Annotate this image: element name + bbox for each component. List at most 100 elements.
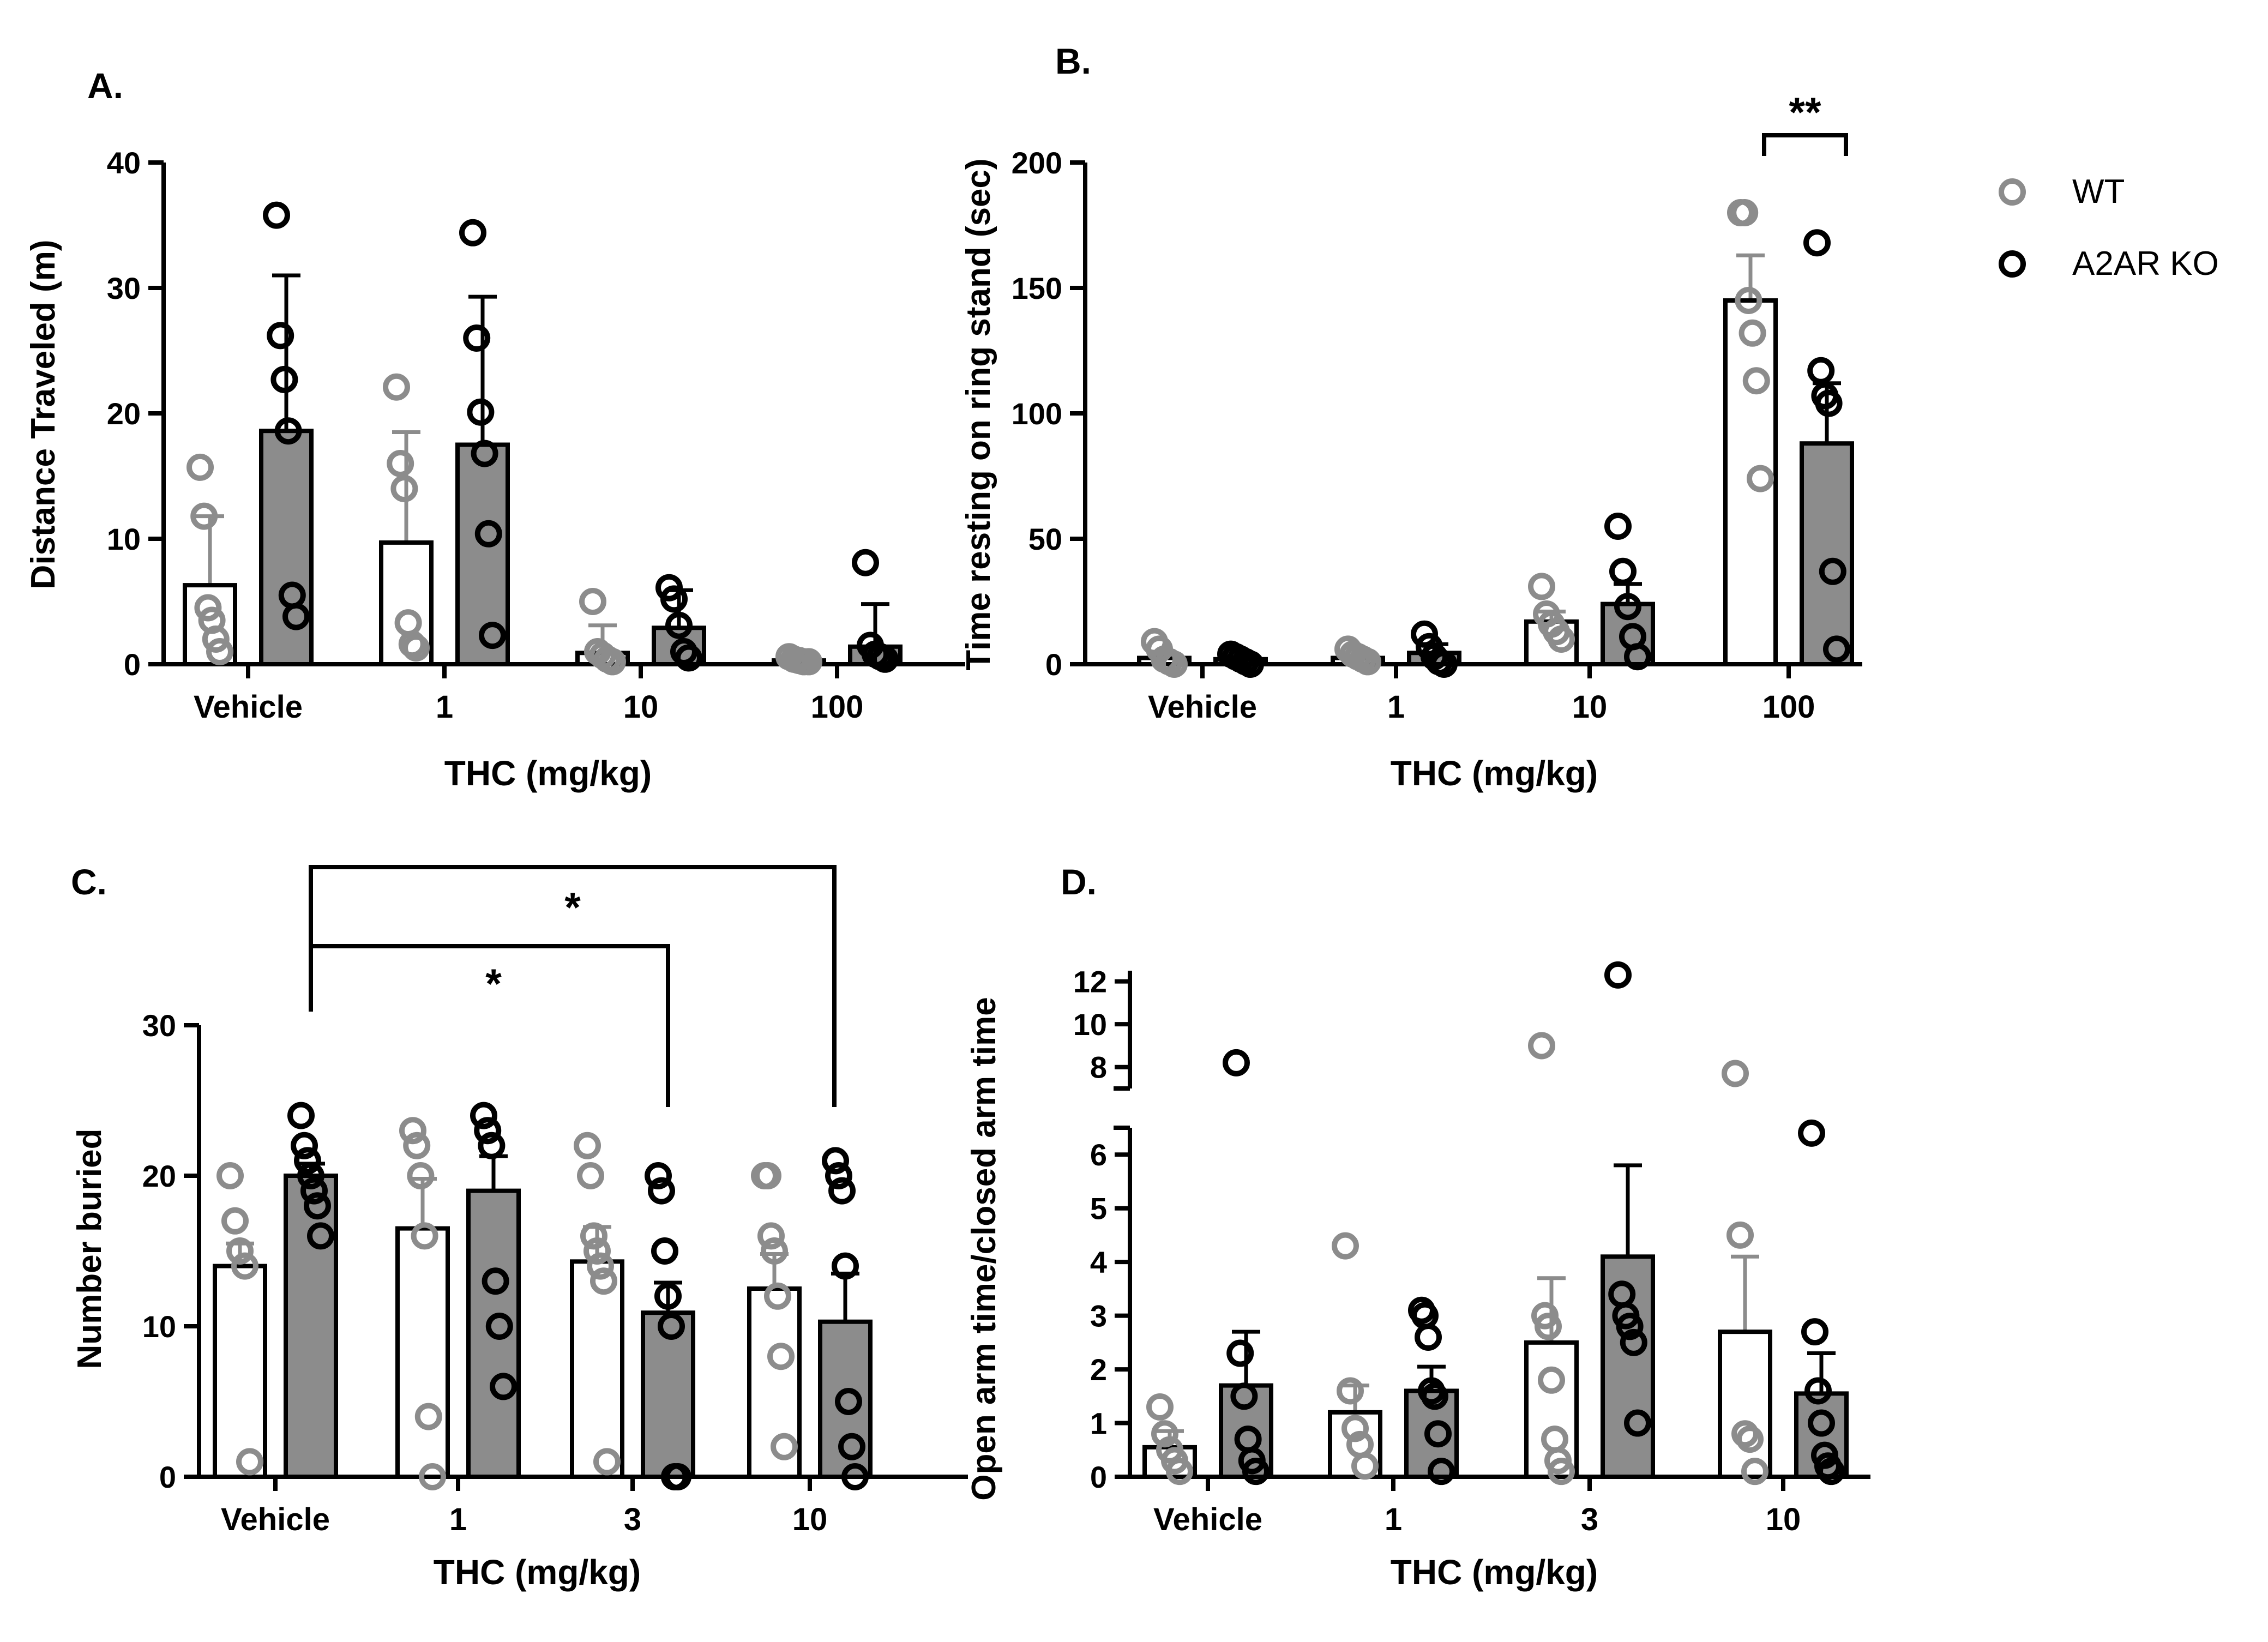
data-point-wt	[411, 1222, 438, 1250]
data-point-a2ar-ko	[648, 1177, 675, 1205]
legend-label-a2ar-ko: A2AR KO	[2072, 245, 2219, 282]
data-point-wt	[202, 625, 230, 653]
data-point-wt	[1160, 651, 1188, 678]
panel-title: C.	[71, 862, 107, 902]
y-tick-label: 30	[142, 1008, 176, 1043]
data-point-a2ar-ko	[1424, 1420, 1452, 1448]
bar-a2ar-ko	[259, 429, 314, 666]
data-point-a2ar-ko	[1415, 1324, 1442, 1351]
x-tick-label: 10	[1766, 1502, 1801, 1537]
data-point-a2ar-ko	[300, 1177, 328, 1205]
data-point-wt	[216, 1162, 244, 1189]
y-tick-label: 6	[1090, 1138, 1107, 1172]
y-tick-label: 30	[107, 271, 141, 305]
data-point-wt	[1538, 1366, 1565, 1394]
x-axis-title: THC (mg/kg)	[434, 1553, 641, 1592]
data-point-a2ar-ko	[263, 201, 290, 229]
legend-label-wt: WT	[2072, 173, 2125, 210]
data-point-a2ar-ko	[1798, 1119, 1825, 1147]
data-point-a2ar-ko	[651, 1237, 678, 1265]
y-tick-label: 10	[1073, 1007, 1107, 1042]
bar-wt	[1718, 1330, 1772, 1479]
data-point-a2ar-ko	[1818, 1458, 1845, 1485]
data-point-wt	[236, 1448, 263, 1476]
data-point-wt	[231, 1252, 258, 1280]
x-tick-label: 3	[624, 1502, 641, 1537]
data-point-wt	[1341, 1415, 1369, 1442]
x-tick-label: Vehicle	[221, 1502, 330, 1537]
bar-a2ar-ko	[1800, 441, 1854, 666]
data-point-wt	[1747, 465, 1774, 492]
data-point-a2ar-ko	[482, 1267, 509, 1295]
x-tick-label: 10	[1572, 689, 1608, 725]
significance-label: *	[564, 885, 581, 931]
data-point-wt	[407, 1162, 435, 1189]
data-point-a2ar-ko	[828, 1177, 856, 1205]
y-tick-label: 0	[1045, 647, 1062, 682]
data-point-a2ar-ko	[291, 1132, 318, 1159]
y-axis-title: Number buried	[71, 1129, 109, 1369]
data-point-a2ar-ko	[1604, 513, 1632, 540]
data-point-a2ar-ko	[1803, 229, 1831, 257]
data-point-a2ar-ko	[1620, 1328, 1647, 1356]
data-point-a2ar-ko	[1428, 1458, 1455, 1485]
data-point-a2ar-ko	[463, 324, 491, 352]
data-point-a2ar-ko	[274, 417, 302, 445]
data-point-wt	[1731, 1420, 1759, 1448]
x-axis-title: THC (mg/kg)	[1391, 754, 1598, 793]
data-point-wt	[583, 1237, 611, 1265]
data-point-a2ar-ko	[1808, 1409, 1835, 1437]
data-point-a2ar-ko	[1819, 557, 1846, 585]
bar-wt	[213, 1264, 267, 1479]
data-point-a2ar-ko	[307, 1222, 334, 1250]
data-point-a2ar-ko	[471, 440, 498, 467]
data-point-wt	[190, 502, 218, 530]
data-point-wt	[1722, 1060, 1749, 1087]
data-point-wt	[1337, 1377, 1364, 1405]
data-point-a2ar-ko	[822, 1147, 849, 1175]
data-point-a2ar-ko	[1823, 635, 1850, 663]
data-point-a2ar-ko	[871, 645, 899, 673]
data-point-wt	[1151, 1420, 1178, 1448]
y-tick-label: 20	[107, 396, 141, 431]
y-tick-label: 12	[1073, 965, 1107, 999]
data-point-wt	[1731, 199, 1759, 226]
data-point-wt	[1742, 367, 1770, 395]
panel-title: B.	[1055, 41, 1091, 81]
data-point-a2ar-ko	[660, 585, 688, 613]
data-point-wt	[1528, 1032, 1555, 1060]
data-point-wt	[206, 638, 233, 665]
x-axis-title: THC (mg/kg)	[444, 754, 652, 793]
x-tick-label: 100	[1762, 689, 1815, 725]
y-tick-label: 5	[1090, 1192, 1107, 1226]
data-point-a2ar-ko	[1807, 357, 1835, 384]
x-tick-label: 1	[436, 689, 453, 725]
data-point-a2ar-ko	[852, 549, 879, 576]
data-point-a2ar-ko	[1624, 1409, 1651, 1437]
data-point-a2ar-ko	[474, 520, 502, 548]
x-tick-label: Vehicle	[1148, 689, 1257, 725]
y-tick-label: 150	[1012, 271, 1062, 305]
x-tick-label: 1	[1387, 689, 1405, 725]
data-point-a2ar-ko	[835, 1388, 862, 1415]
data-point-wt	[1548, 1458, 1575, 1485]
data-point-wt	[1351, 1452, 1379, 1480]
data-point-a2ar-ko	[1230, 1382, 1258, 1410]
data-point-a2ar-ko	[664, 1463, 691, 1490]
y-tick-label: 8	[1090, 1050, 1107, 1085]
x-tick-label: Vehicle	[1153, 1502, 1262, 1537]
data-point-wt	[593, 1448, 621, 1476]
data-point-wt	[1332, 1232, 1359, 1260]
legend-marker-a2ar-ko	[1999, 250, 2026, 278]
y-tick-label: 0	[159, 1460, 176, 1494]
data-point-a2ar-ko	[665, 611, 693, 639]
data-point-wt	[761, 1237, 788, 1265]
data-point-a2ar-ko	[270, 365, 298, 393]
data-point-wt	[1548, 625, 1575, 653]
data-point-a2ar-ko	[294, 1147, 321, 1175]
data-point-a2ar-ko	[1614, 593, 1641, 621]
y-axis-title: Open arm time/closed arm time	[965, 997, 1003, 1500]
data-point-a2ar-ko	[297, 1162, 324, 1189]
data-point-a2ar-ko	[841, 1463, 869, 1490]
